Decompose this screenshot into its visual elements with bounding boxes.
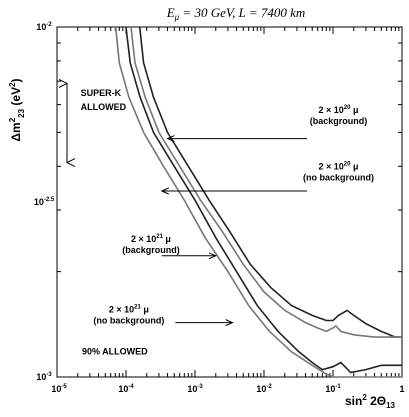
series-curve-3 <box>125 26 402 374</box>
x-tick-label: 10-4 <box>118 384 134 394</box>
region-label-2: 90% ALLOWED <box>82 346 148 356</box>
annotation-note-2: (no background) <box>303 172 374 182</box>
annotation-label-1: 2 × 1020 μ <box>318 105 358 115</box>
annotation-label-2: 2 × 1020 μ <box>318 161 358 171</box>
annotation-label-4: 2 × 1021 μ <box>109 304 149 314</box>
y-tick-label: 10-2 <box>36 22 52 32</box>
tick-labels: 10-5 10-4 10-3 10-2 10-1 1 10-3 10-2.5 10-2 <box>34 22 405 394</box>
x-axis-label: sin2 2Θ13 <box>345 393 396 410</box>
y-axis-label: Δm223 (eV2) <box>8 78 26 141</box>
series-curve-2 <box>130 26 402 338</box>
y-tick-label: 10-2.5 <box>34 197 55 207</box>
plot-frame <box>56 26 403 378</box>
x-tick-label: 10-2 <box>256 384 272 394</box>
series-curve-4 <box>114 26 402 378</box>
chart-title: Eμ = 30 GeV, L = 7400 km <box>166 5 306 22</box>
region-label-1: SUPER-K <box>81 88 122 98</box>
y-tick-label: 10-3 <box>36 372 52 382</box>
annotations: 2 × 1020 μ(background)2 × 1020 μ(no back… <box>93 105 374 325</box>
region-label-1: ALLOWED <box>81 102 127 112</box>
plot-border <box>56 26 403 378</box>
region-labels: SUPER-K ALLOWED 90% ALLOWED <box>81 88 149 357</box>
annotation-note-3: (background) <box>122 245 180 255</box>
x-tick-label: 10-1 <box>325 384 341 394</box>
x-tick-label: 10-3 <box>187 384 203 394</box>
annotation-note-1: (background) <box>310 116 368 126</box>
x-tick-label: 10-5 <box>51 384 67 394</box>
x-tick-label: 1 <box>399 384 404 394</box>
annotation-note-4: (no background) <box>93 315 164 325</box>
annotation-label-3: 2 × 1021 μ <box>131 234 171 244</box>
